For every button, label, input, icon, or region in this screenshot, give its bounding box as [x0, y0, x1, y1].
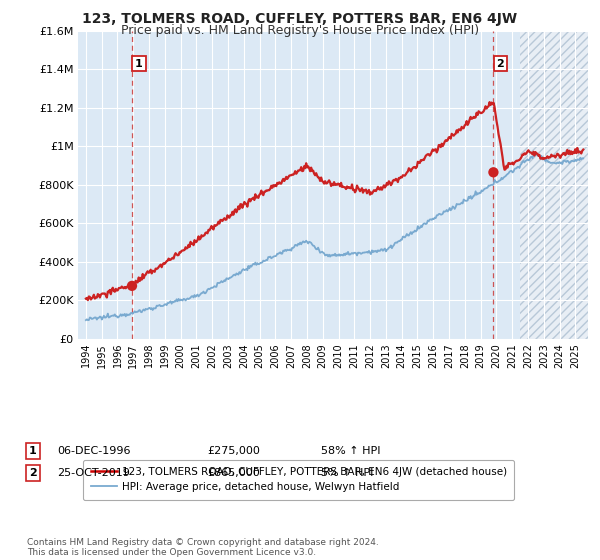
Text: 2: 2 [29, 468, 37, 478]
Text: 1: 1 [135, 59, 143, 68]
Text: 25-OCT-2019: 25-OCT-2019 [57, 468, 130, 478]
Point [488, 168, 498, 177]
Text: 06-DEC-1996: 06-DEC-1996 [57, 446, 131, 456]
Text: Price paid vs. HM Land Registry's House Price Index (HPI): Price paid vs. HM Land Registry's House … [121, 24, 479, 36]
Text: £275,000: £275,000 [207, 446, 260, 456]
Text: 123, TOLMERS ROAD, CUFFLEY, POTTERS BAR, EN6 4JW: 123, TOLMERS ROAD, CUFFLEY, POTTERS BAR,… [82, 12, 518, 26]
Text: 5% ↑ HPI: 5% ↑ HPI [321, 468, 373, 478]
Text: 2: 2 [497, 59, 505, 68]
Text: 58% ↑ HPI: 58% ↑ HPI [321, 446, 380, 456]
Legend: 123, TOLMERS ROAD, CUFFLEY, POTTERS BAR, EN6 4JW (detached house), HPI: Average : 123, TOLMERS ROAD, CUFFLEY, POTTERS BAR,… [83, 460, 514, 500]
Text: £865,000: £865,000 [207, 468, 260, 478]
Text: 1: 1 [29, 446, 37, 456]
Point [127, 281, 137, 290]
Text: Contains HM Land Registry data © Crown copyright and database right 2024.
This d: Contains HM Land Registry data © Crown c… [27, 538, 379, 557]
